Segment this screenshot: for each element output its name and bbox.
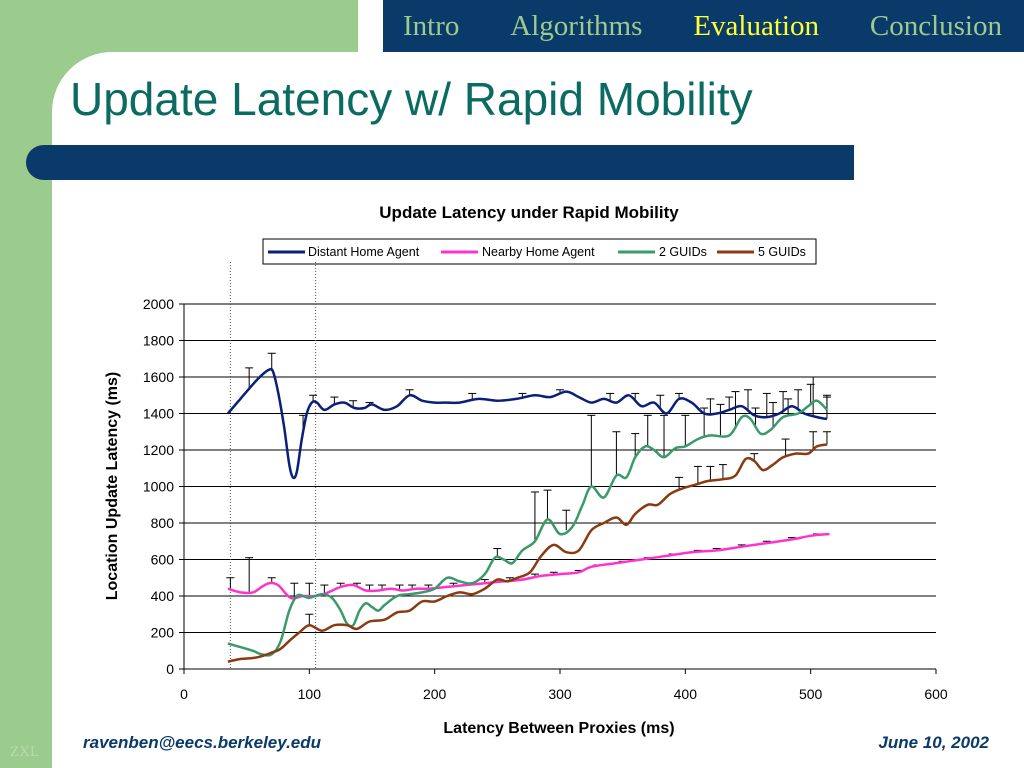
y-tick-label: 1400 xyxy=(143,406,174,422)
y-tick-label: 800 xyxy=(151,515,175,531)
y-tick-label: 1200 xyxy=(143,442,174,458)
y-tick-label: 600 xyxy=(151,552,175,568)
chart-title: Update Latency under Rapid Mobility xyxy=(379,203,679,222)
y-tick-label: 1600 xyxy=(143,369,174,385)
nav-item-evaluation[interactable]: Evaluation xyxy=(693,9,819,42)
legend-label-5guids: 5 GUIDs xyxy=(758,245,806,259)
gridlines xyxy=(184,303,936,633)
x-tick-labels: 0 100 200 300 400 500 600 xyxy=(180,686,948,702)
y-tick-label: 0 xyxy=(166,661,174,677)
error-bars xyxy=(226,352,831,626)
y-tick-label: 400 xyxy=(151,588,175,604)
x-tick-label: 300 xyxy=(548,686,572,702)
legend-label-nearby: Nearby Home Agent xyxy=(482,245,595,259)
slide-title: Update Latency w/ Rapid Mobility xyxy=(70,73,753,125)
reference-lines xyxy=(229,262,317,669)
footer-date: June 10, 2002 xyxy=(878,733,989,752)
series-lines xyxy=(226,367,830,663)
y-tick-label: 1800 xyxy=(143,333,174,349)
x-tick-label: 200 xyxy=(423,686,447,702)
y-tick-labels: 0 200 400 600 800 1000 1200 1400 1600 1800 2000 xyxy=(143,296,174,677)
x-tick-label: 100 xyxy=(298,686,322,702)
x-tick-label: 600 xyxy=(924,686,948,702)
series-line-5-guids xyxy=(227,443,828,663)
footer-watermark: ZXL xyxy=(10,744,40,760)
series-line-2-guids xyxy=(227,399,828,657)
y-tick-label: 2000 xyxy=(143,296,174,312)
nav-item-algorithms[interactable]: Algorithms xyxy=(510,9,643,42)
chart-legend: Distant Home Agent Nearby Home Agent 2 G… xyxy=(262,238,817,265)
section-nav: Intro Algorithms Evaluation Conclusion xyxy=(383,0,1024,52)
legend-label-distant: Distant Home Agent xyxy=(308,245,420,259)
left-theme-band xyxy=(0,0,52,768)
nav-item-conclusion[interactable]: Conclusion xyxy=(869,9,1002,42)
y-tick-label: 1000 xyxy=(143,479,174,495)
x-axis-label: Latency Between Proxies (ms) xyxy=(443,720,674,737)
axes xyxy=(179,303,937,674)
nav-item-intro[interactable]: Intro xyxy=(403,9,460,42)
x-tick-label: 0 xyxy=(180,686,188,702)
series-line-nearby-home-agent xyxy=(227,532,830,600)
series-line-distant-home-agent xyxy=(226,367,828,480)
y-tick-label: 200 xyxy=(151,625,175,641)
x-tick-label: 400 xyxy=(674,686,698,702)
footer-email: ravenben@eecs.berkeley.edu xyxy=(83,733,322,752)
title-underline-bar xyxy=(26,145,854,180)
top-theme-band xyxy=(0,0,358,52)
y-axis-label: Location Update Latency (ms) xyxy=(104,372,121,600)
x-tick-label: 500 xyxy=(799,686,823,702)
legend-label-2guids: 2 GUIDs xyxy=(659,245,707,259)
